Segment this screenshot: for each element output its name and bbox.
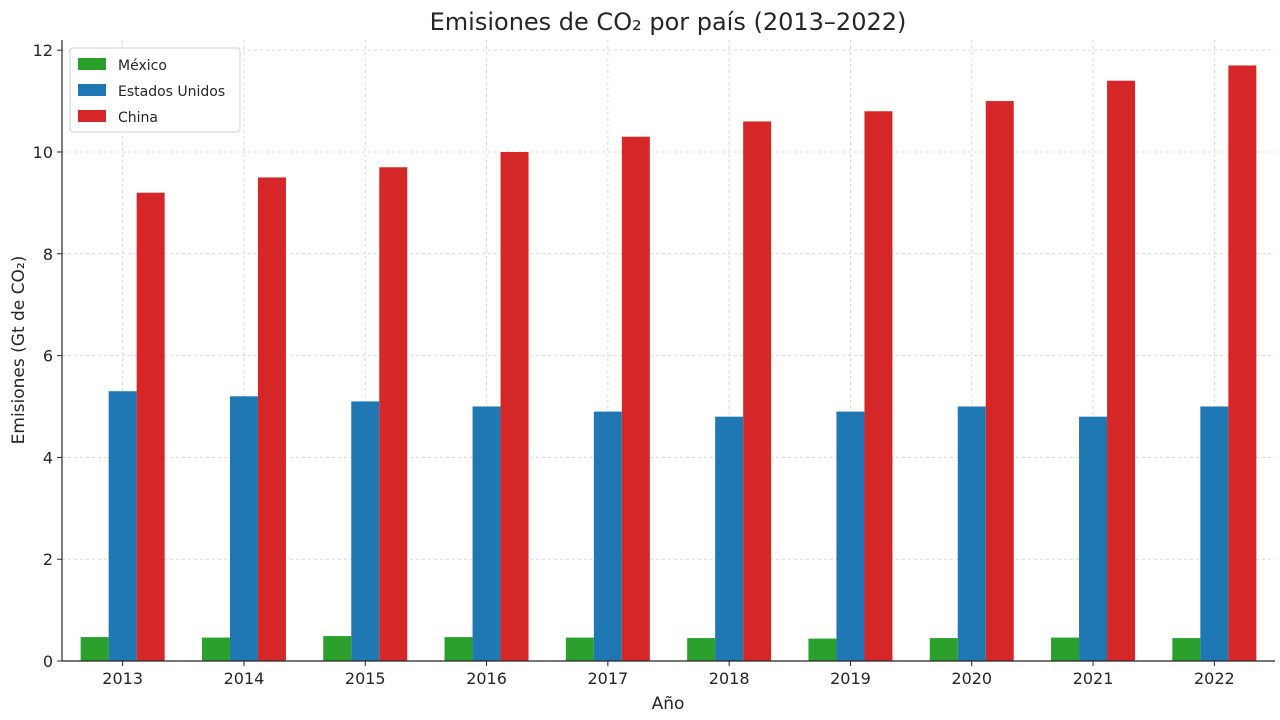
bar-méxico-2019 <box>808 638 837 661</box>
bar-méxico-2020 <box>929 638 958 661</box>
legend-label: México <box>118 58 167 74</box>
bar-china-2017 <box>621 136 650 661</box>
legend-swatch <box>78 110 106 122</box>
y-tick-label: 0 <box>43 652 53 671</box>
bar-méxico-2022 <box>1172 638 1201 661</box>
bar-china-2019 <box>864 111 893 661</box>
bar-méxico-2021 <box>1051 637 1080 661</box>
bar-estados-unidos-2019 <box>836 411 865 661</box>
bar-china-2013 <box>136 192 165 661</box>
bar-méxico-2016 <box>444 637 473 661</box>
bar-méxico-2015 <box>323 636 352 661</box>
bar-estados-unidos-2016 <box>472 406 501 661</box>
axes-layer <box>61 40 1275 662</box>
bar-estados-unidos-2013 <box>108 391 137 661</box>
legend: México Estados Unidos China <box>69 47 241 133</box>
y-tick-label: 12 <box>33 41 53 60</box>
bar-méxico-2018 <box>687 638 716 661</box>
bar-china-2015 <box>379 167 408 662</box>
bar-méxico-2014 <box>201 637 230 661</box>
bar-china-2018 <box>743 121 772 661</box>
bar-estados-unidos-2022 <box>1200 406 1229 661</box>
legend-box <box>69 47 241 133</box>
bar-china-2014 <box>257 177 286 661</box>
x-tick-label: 2014 <box>224 669 265 688</box>
legend-label: Estados Unidos <box>118 84 225 100</box>
bar-méxico-2013 <box>80 637 109 661</box>
bar-méxico-2017 <box>565 637 594 661</box>
x-axis-label: Año <box>652 694 685 714</box>
y-axis-label: Emisiones (Gt de CO₂) <box>9 256 29 445</box>
x-tick-label: 2017 <box>587 669 628 688</box>
x-tick-label: 2015 <box>345 669 386 688</box>
chart-title: Emisiones de CO₂ por país (2013–2022) <box>430 8 907 36</box>
bar-estados-unidos-2018 <box>715 416 744 661</box>
bar-estados-unidos-2014 <box>229 396 258 661</box>
x-tick-label: 2016 <box>466 669 507 688</box>
legend-label: China <box>118 110 158 126</box>
ticks-layer: 0 2 4 6 8 10 12 2013 2014 2015 2016 2017 2018 2019 202… <box>33 41 1235 688</box>
x-tick-label: 2021 <box>1073 669 1114 688</box>
x-tick-label: 2018 <box>709 669 750 688</box>
x-tick-label: 2013 <box>102 669 143 688</box>
bars-layer <box>80 65 1257 662</box>
legend-swatch <box>78 84 106 96</box>
x-tick-label: 2020 <box>951 669 992 688</box>
bar-china-2020 <box>985 101 1014 661</box>
y-tick-label: 10 <box>33 143 53 162</box>
bar-china-2016 <box>500 151 529 661</box>
bar-estados-unidos-2015 <box>351 401 380 661</box>
bar-estados-unidos-2020 <box>957 406 986 661</box>
bar-estados-unidos-2017 <box>593 411 622 661</box>
bar-estados-unidos-2021 <box>1079 416 1108 661</box>
x-tick-label: 2022 <box>1194 669 1235 688</box>
y-tick-label: 4 <box>43 448 53 467</box>
legend-items: México Estados Unidos China <box>78 58 225 126</box>
x-tick-label: 2019 <box>830 669 871 688</box>
legend-swatch <box>78 58 106 70</box>
y-tick-label: 2 <box>43 550 53 569</box>
y-tick-label: 6 <box>43 347 53 366</box>
y-tick-label: 8 <box>43 245 53 264</box>
bar-china-2021 <box>1107 80 1136 661</box>
bar-china-2022 <box>1228 65 1257 662</box>
